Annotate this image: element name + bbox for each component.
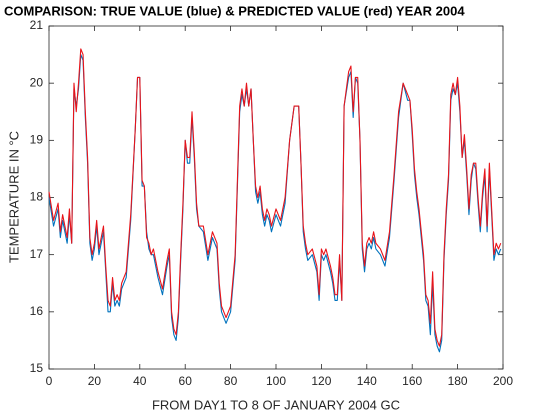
x-axis-label: FROM DAY1 TO 8 OF JANUARY 2004 GC [152,397,400,412]
y-tick-label: 20 [30,75,44,89]
series-line [48,54,502,353]
x-tick-label: 180 [448,374,468,388]
y-axis-label: TEMPERATURE IN °C [6,131,21,263]
y-tick-label: 19 [30,133,44,147]
y-tick-label: 18 [30,190,44,204]
chart-title: COMPARISON: TRUE VALUE (blue) & PREDICTE… [4,3,465,18]
x-tick-label: 20 [88,374,102,388]
x-tick-label: 40 [133,374,147,388]
y-tick-label: 15 [30,361,44,375]
x-tick-label: 140 [357,374,377,388]
x-tick-label: 80 [224,374,238,388]
x-tick-label: 200 [493,374,513,388]
x-tick-label: 0 [46,374,53,388]
x-tick-label: 60 [179,374,193,388]
x-tick-label: 100 [266,374,286,388]
y-tick-label: 21 [30,18,44,32]
x-tick-label: 160 [402,374,422,388]
y-tick-label: 16 [30,304,44,318]
y-tick-label: 17 [30,247,44,261]
series-line [48,48,502,347]
x-tick-label: 120 [311,374,331,388]
